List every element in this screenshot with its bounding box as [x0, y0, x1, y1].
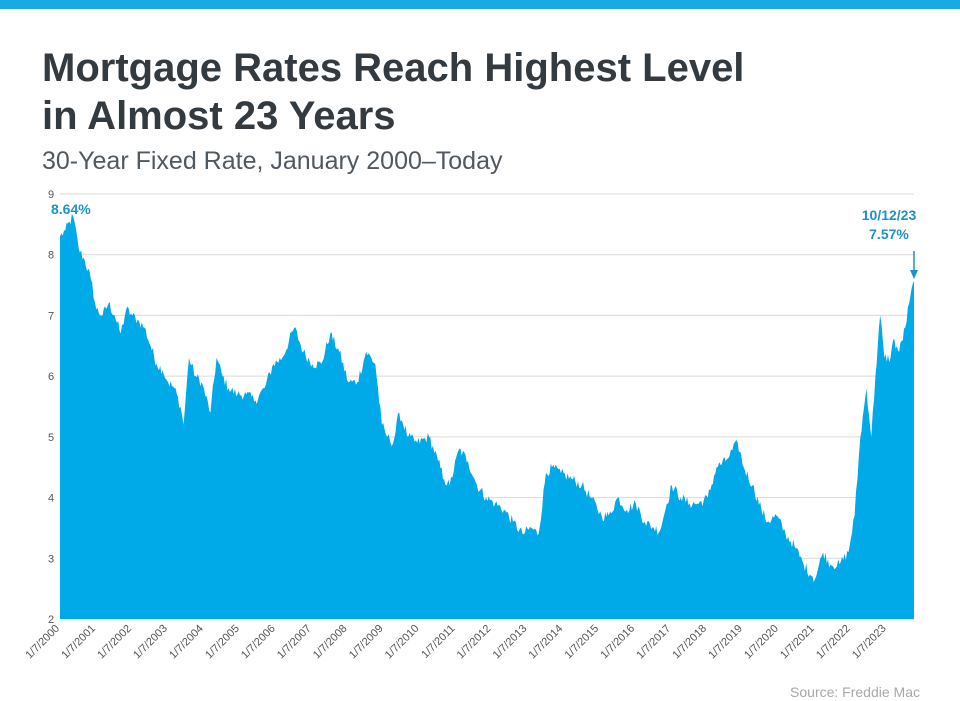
y-tick-label: 8 [48, 250, 54, 262]
x-tick-label: 1/7/2000 [23, 623, 62, 662]
callout-arrow-head [910, 270, 918, 279]
x-tick-label: 1/7/2003 [131, 623, 170, 662]
y-tick-label: 7 [48, 310, 54, 322]
x-tick-label: 1/7/2006 [239, 623, 278, 662]
y-tick-label: 3 [48, 553, 54, 565]
rate-area [60, 214, 914, 619]
latest-date-label: 10/12/23 [862, 207, 917, 223]
y-axis-ticks: 2 3 4 5 6 7 8 9 [48, 189, 54, 626]
x-tick-label: 1/7/2021 [778, 623, 817, 662]
x-axis-ticks: 1/7/20001/7/20011/7/20021/7/20031/7/2004… [23, 623, 888, 662]
annotations: 8.64% 10/12/23 7.57% [51, 201, 918, 279]
x-tick-label: 1/7/2016 [598, 623, 637, 662]
peak-label: 8.64% [51, 201, 91, 217]
x-tick-label: 1/7/2012 [455, 623, 494, 662]
x-tick-label: 1/7/2002 [95, 623, 134, 662]
source-note: Source: Freddie Mac [790, 684, 920, 700]
latest-rate-label: 7.57% [869, 226, 909, 242]
top-accent-bar [0, 0, 960, 9]
x-tick-label: 1/7/2019 [706, 623, 745, 662]
x-tick-label: 1/7/2001 [59, 623, 98, 662]
x-tick-label: 1/7/2011 [419, 623, 457, 661]
plot-area [60, 214, 914, 619]
x-tick-label: 1/7/2020 [742, 623, 781, 662]
x-tick-label: 1/7/2022 [814, 623, 853, 662]
title-line-1: Mortgage Rates Reach Highest Level [42, 46, 745, 90]
x-tick-label: 1/7/2009 [347, 623, 386, 662]
page-title: Mortgage Rates Reach Highest Level in Al… [42, 44, 922, 140]
y-tick-label: 6 [48, 371, 54, 383]
x-tick-label: 1/7/2023 [850, 623, 889, 662]
x-tick-label: 1/7/2005 [203, 623, 242, 662]
x-tick-label: 1/7/2010 [383, 623, 422, 662]
x-tick-label: 1/7/2007 [275, 623, 314, 662]
x-tick-label: 1/7/2015 [562, 623, 601, 662]
y-tick-label: 4 [48, 493, 54, 505]
title-line-2: in Almost 23 Years [42, 94, 396, 138]
x-tick-label: 1/7/2004 [167, 623, 206, 662]
x-tick-label: 1/7/2008 [311, 623, 350, 662]
x-tick-label: 1/7/2013 [491, 623, 530, 662]
x-tick-label: 1/7/2018 [670, 623, 709, 662]
y-tick-label: 9 [48, 189, 54, 201]
y-tick-label: 5 [48, 432, 54, 444]
x-tick-label: 1/7/2017 [634, 623, 673, 662]
x-tick-label: 1/7/2014 [527, 623, 566, 662]
y-tick-label: 2 [48, 614, 54, 626]
page-subtitle: 30-Year Fixed Rate, January 2000–Today [42, 147, 503, 175]
